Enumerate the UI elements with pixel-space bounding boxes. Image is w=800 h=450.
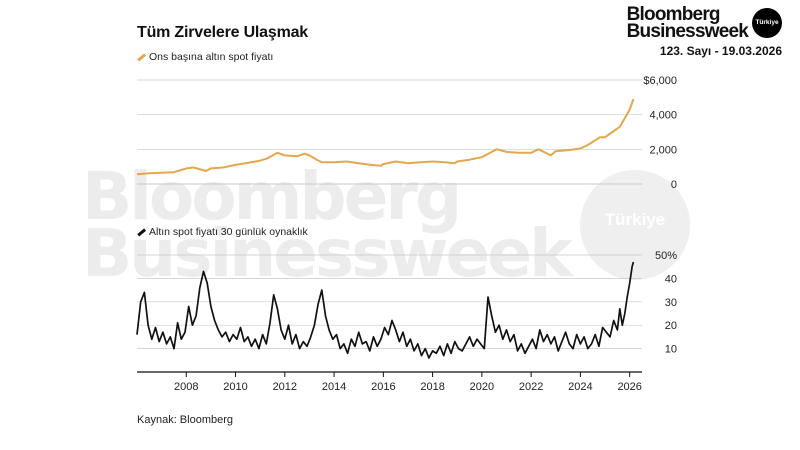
ytick-label-0-3: $6,000 <box>643 75 677 87</box>
watermark-badge-text: Türkiye <box>604 210 666 229</box>
brand-badge: Türkiye <box>752 8 782 38</box>
ytick-label-0-1: 2,000 <box>649 144 677 156</box>
ytick-label-1-0: 10 <box>665 344 677 356</box>
ytick-label-0-2: 4,000 <box>649 110 677 122</box>
xtick-label-4: 2016 <box>371 381 395 393</box>
legend-volatility-label: Altın spot fiyatı 30 günlük oynaklık <box>149 226 308 238</box>
xtick-label-0: 2008 <box>174 381 198 393</box>
watermark-text-line1: Bloomberg <box>82 158 462 235</box>
issue-date: 123. Sayı - 19.03.2026 <box>659 44 782 58</box>
ytick-label-0-0: 0 <box>671 179 677 191</box>
series-line-0 <box>136 98 635 176</box>
series-line-1 <box>136 261 635 359</box>
brand-name: Bloomberg Businessweek <box>626 4 749 42</box>
ytick-label-1-2: 30 <box>665 297 677 309</box>
legend-volatility: Altın spot fiyatı 30 günlük oynaklık <box>137 226 308 238</box>
ytick-label-1-3: 40 <box>665 273 677 285</box>
source-note: Kaynak: Bloomberg <box>137 414 233 426</box>
chart-title: Tüm Zirvelere Ulaşmak <box>137 24 308 41</box>
legend-price: Ons başına altın spot fiyatı <box>137 51 273 63</box>
watermark-text-line2: Businessweek <box>82 215 573 292</box>
watermark-circle <box>580 170 690 280</box>
xtick-label-9: 2026 <box>617 381 641 393</box>
brand-logo: Bloomberg Businessweek Türkiye <box>626 4 782 42</box>
ytick-label-1-1: 20 <box>665 320 677 332</box>
xtick-label-1: 2010 <box>223 381 247 393</box>
brand-name-line2: Businessweek <box>626 21 749 42</box>
xtick-label-7: 2022 <box>519 381 543 393</box>
xtick-label-5: 2018 <box>420 381 444 393</box>
legend-price-label: Ons başına altın spot fiyatı <box>149 51 274 63</box>
ytick-label-1-4: 50% <box>655 250 677 262</box>
xtick-label-3: 2014 <box>322 381 346 393</box>
brand-name-line1: Bloomberg <box>626 4 721 25</box>
xtick-label-6: 2020 <box>470 381 494 393</box>
xtick-label-2: 2012 <box>273 381 297 393</box>
xtick-label-8: 2024 <box>568 381 592 393</box>
